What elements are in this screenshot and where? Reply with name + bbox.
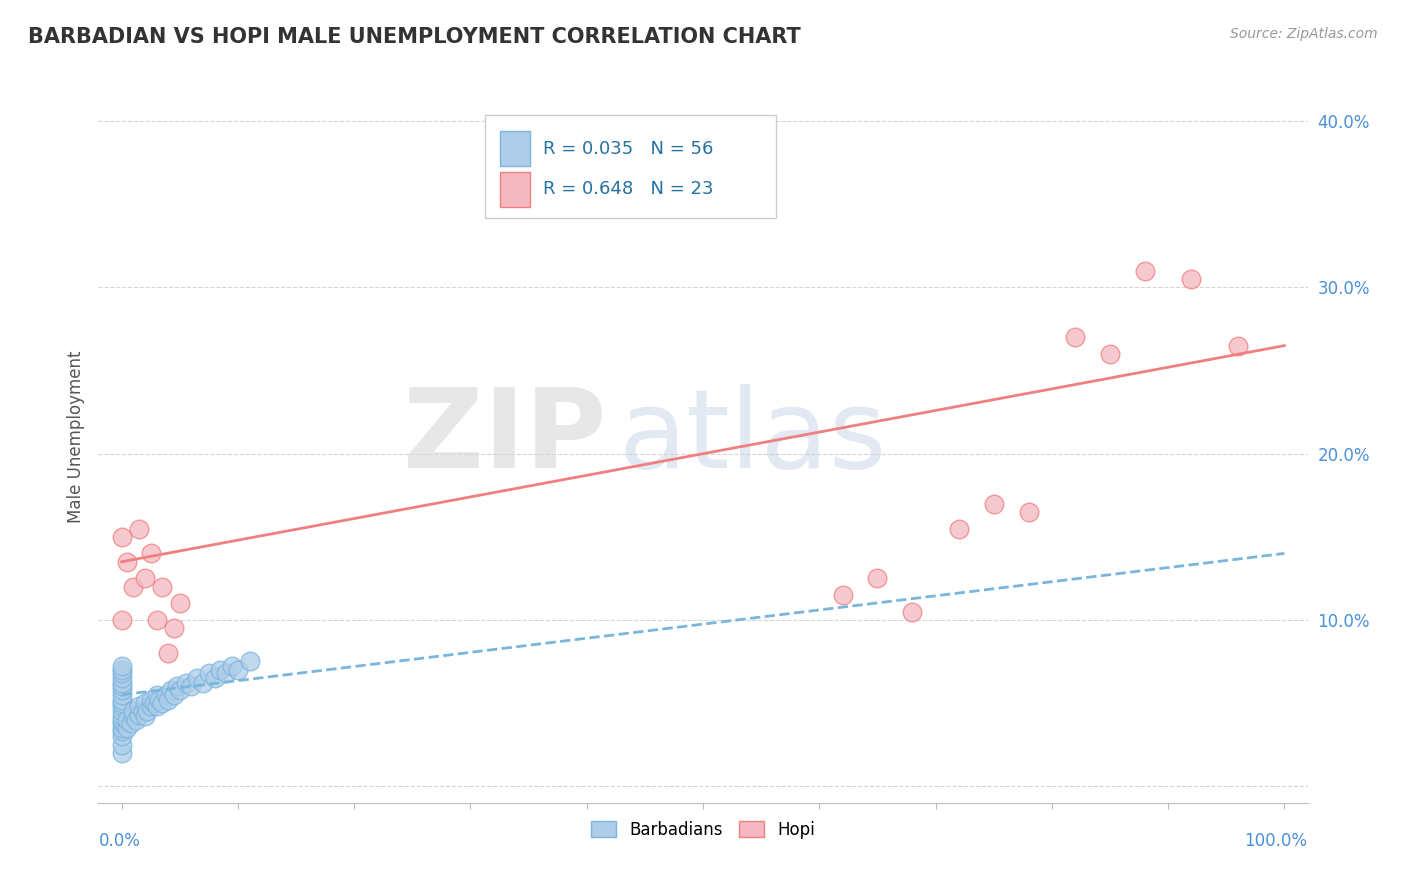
Text: 100.0%: 100.0% [1244,832,1308,850]
Point [169,682,191,697]
Point [1133,264,1156,278]
Text: Source: ZipAtlas.com: Source: ZipAtlas.com [1230,27,1378,41]
Point [117,555,139,569]
Point [111,713,134,727]
Point [226,663,249,677]
Point [134,571,156,585]
Point [831,588,853,602]
Point [124,713,146,727]
Point [111,682,134,697]
Point [866,571,889,585]
Point [221,659,243,673]
Point [239,655,262,669]
Point [163,688,186,702]
Point [209,663,232,677]
Point [145,688,167,702]
Text: R = 0.035   N = 56: R = 0.035 N = 56 [543,140,714,158]
Point [157,646,180,660]
Point [180,680,202,694]
Point [159,682,181,697]
Point [166,680,188,694]
Point [122,705,145,719]
Point [120,716,142,731]
Point [983,497,1005,511]
Point [948,521,970,535]
FancyBboxPatch shape [501,131,530,167]
Point [117,721,139,735]
Point [145,613,167,627]
Point [174,676,197,690]
Point [122,580,145,594]
Point [128,707,150,722]
Point [111,680,134,694]
Point [134,709,156,723]
Point [1226,338,1249,352]
Point [111,530,134,544]
Point [157,692,180,706]
Text: 0.0%: 0.0% [98,832,141,850]
Point [111,663,134,677]
Point [901,605,924,619]
Point [139,546,162,560]
Text: R = 0.648   N = 23: R = 0.648 N = 23 [543,180,714,198]
Point [128,521,150,535]
Point [122,709,145,723]
Point [111,699,134,714]
Point [111,666,134,681]
Point [145,699,167,714]
Point [191,676,214,690]
Point [163,621,186,635]
Point [111,709,134,723]
Point [131,705,153,719]
Point [128,699,150,714]
Legend: Barbadians, Hopi: Barbadians, Hopi [583,814,823,846]
Point [139,699,162,714]
Point [186,671,208,685]
Point [111,738,134,752]
Point [111,613,134,627]
Text: ZIP: ZIP [404,384,606,491]
Text: BARBADIAN VS HOPI MALE UNEMPLOYMENT CORRELATION CHART: BARBADIAN VS HOPI MALE UNEMPLOYMENT CORR… [28,27,801,46]
Point [136,705,159,719]
Point [1180,272,1202,286]
Point [111,716,134,731]
Point [111,721,134,735]
Y-axis label: Male Unemployment: Male Unemployment [66,351,84,524]
Point [139,692,162,706]
Point [215,666,238,681]
FancyBboxPatch shape [485,115,776,218]
Point [111,729,134,743]
Point [148,692,170,706]
Point [111,696,134,710]
Point [111,659,134,673]
Point [155,688,177,702]
Point [1018,505,1040,519]
Point [169,596,191,610]
Point [150,696,173,710]
Point [111,671,134,685]
Point [150,580,173,594]
Text: atlas: atlas [619,384,887,491]
FancyBboxPatch shape [501,171,530,207]
Point [204,671,226,685]
Point [143,696,166,710]
Point [111,746,134,760]
Point [111,692,134,706]
Point [1064,330,1087,344]
Point [134,696,156,710]
Point [111,676,134,690]
Point [111,705,134,719]
Point [117,713,139,727]
Point [1098,347,1121,361]
Point [198,666,221,681]
Point [111,724,134,739]
Point [111,688,134,702]
